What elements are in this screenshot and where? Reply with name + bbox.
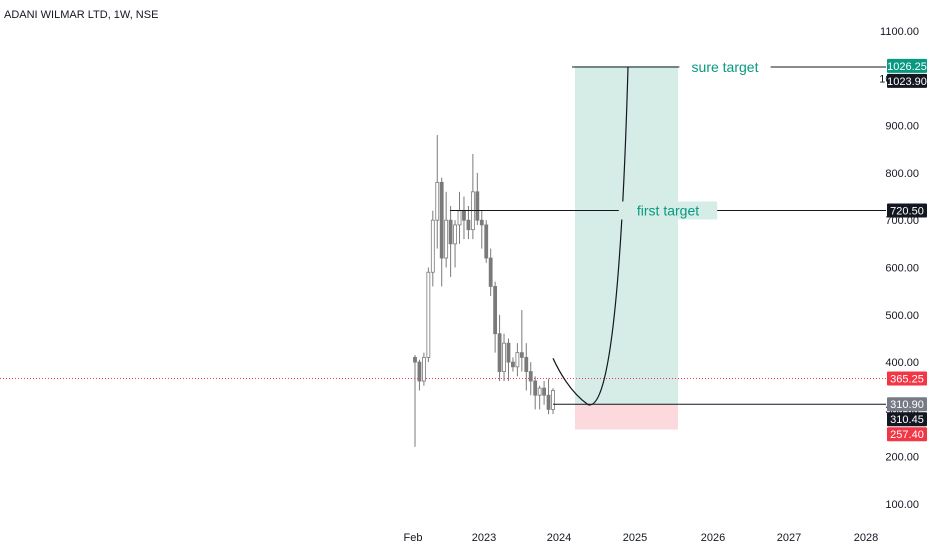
chart-title: ADANI WILMAR LTD, 1W, NSE — [4, 9, 159, 21]
candle-body — [537, 387, 542, 396]
loss-zone — [575, 404, 678, 430]
candle-body — [439, 181, 444, 259]
candle-body — [542, 387, 546, 396]
y-tick-label: 200.00 — [885, 452, 919, 464]
y-tick-label: 800.00 — [885, 168, 919, 180]
x-tick-label: 2027 — [777, 532, 801, 544]
price-label-box — [887, 73, 927, 88]
projection-curve — [552, 66, 629, 406]
price-label-text: 1023.90 — [887, 76, 927, 88]
y-tick-label: 700.00 — [885, 215, 919, 227]
annotation-bg — [618, 201, 718, 220]
candle-body — [502, 342, 506, 372]
y-tick-label: 1100.00 — [880, 26, 919, 38]
candle-body — [497, 333, 502, 372]
candle-body — [519, 352, 524, 358]
candle-body — [479, 219, 484, 226]
candle-body — [444, 219, 449, 259]
price-label-box — [887, 397, 927, 412]
price-label-box — [887, 427, 927, 442]
candle-body — [551, 390, 555, 410]
candle-body — [457, 210, 462, 226]
x-tick-label: 2028 — [854, 532, 878, 544]
candle-body — [511, 361, 515, 368]
candle-body — [435, 181, 440, 221]
x-tick-label: Feb — [404, 532, 423, 544]
y-tick-label: 900.00 — [885, 121, 919, 133]
price-label-text: 310.90 — [890, 399, 924, 411]
price-label-text: 720.50 — [890, 206, 924, 218]
price-label-box — [887, 412, 927, 427]
candle-body — [484, 224, 489, 259]
candle-body — [453, 224, 457, 245]
annotation-bg — [679, 57, 771, 76]
candle-body — [515, 352, 520, 368]
candle-body — [426, 271, 431, 358]
first-target-label: first target — [637, 203, 699, 219]
price-label-text: 310.45 — [890, 414, 924, 426]
candle-body — [488, 257, 493, 287]
candle-body — [448, 219, 453, 245]
candle-body — [546, 394, 551, 410]
candle-body — [528, 371, 533, 382]
x-tick-label: 2025 — [623, 532, 647, 544]
y-tick-label: 100.00 — [885, 499, 919, 511]
price-label-text: 365.25 — [890, 374, 924, 386]
candle-body — [475, 191, 480, 221]
price-label-text: 1026.25 — [887, 61, 927, 73]
price-label-box — [887, 203, 927, 218]
y-tick-label: 500.00 — [885, 310, 919, 322]
candle-body — [506, 342, 511, 363]
price-label-box — [887, 371, 927, 386]
candle-body — [462, 210, 466, 221]
price-label-box — [887, 58, 927, 73]
candle-body — [524, 356, 529, 372]
sure-target-label: sure target — [692, 59, 759, 75]
x-tick-label: 2024 — [547, 532, 571, 544]
candle-body — [417, 361, 422, 382]
candle-body — [493, 286, 498, 335]
candle-body — [466, 219, 471, 231]
candle-body — [413, 356, 417, 363]
candle-body — [422, 356, 426, 382]
candle-body — [430, 219, 435, 273]
candle-body — [533, 380, 538, 396]
x-tick-label: 2026 — [701, 532, 725, 544]
y-tick-label: 400.00 — [885, 357, 919, 369]
x-tick-label: 2023 — [472, 532, 496, 544]
y-tick-label: 600.00 — [885, 263, 919, 275]
price-label-text: 257.40 — [890, 429, 924, 441]
